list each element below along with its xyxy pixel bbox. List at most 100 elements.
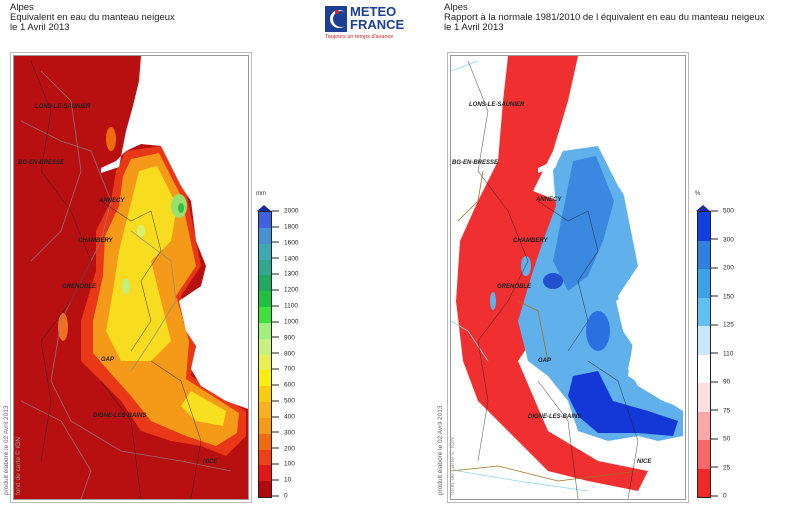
legend-tick-label: 100 <box>272 461 295 468</box>
legend-tick-label: 10 <box>272 477 291 484</box>
production-credit: produit élaboré le 02 Avril 2013 <box>437 405 444 496</box>
right-map-title: Alpes Rapport à la normale 1981/2010 de … <box>444 3 765 33</box>
legend-swatch <box>698 212 710 241</box>
city-label: BG-EN-BRESSE <box>452 160 499 166</box>
legend-tick-label: 500 <box>272 398 295 405</box>
legend-tick-label: 900 <box>272 334 295 341</box>
legend-colorbar <box>258 211 272 498</box>
legend-swatch <box>698 269 710 298</box>
swe-map-canvas <box>14 56 248 499</box>
variable-label: Rapport à la normale 1981/2010 de l équi… <box>444 12 765 23</box>
legend-swatch <box>259 417 271 434</box>
date-label: le 1 Avril 2013 <box>10 22 70 33</box>
legend-swatch <box>259 433 271 450</box>
basemap-credit: fond de carte © IGN <box>449 437 456 495</box>
city-label: DIGNE-LES-BAINS <box>93 413 147 419</box>
legend-tick-label: 0 <box>272 493 288 500</box>
region-label: Alpes <box>444 2 468 13</box>
legend-swatch <box>259 386 271 403</box>
city-label: GAP <box>538 358 552 364</box>
city-label: NICE <box>203 459 218 465</box>
logo-globe-icon <box>325 6 347 32</box>
anomaly-legend: % 0 25 50 75 90 110 125 150 200 300 500 <box>695 191 755 500</box>
legend-tick-label: 150 <box>711 293 734 300</box>
city-label: DIGNE-LES-BAINS <box>528 414 582 420</box>
region-label: Alpes <box>10 2 34 13</box>
legend-tick-label: 1300 <box>272 271 298 278</box>
legend-swatch <box>259 307 271 323</box>
legend-swatch <box>259 322 271 339</box>
legend-swatch <box>698 468 710 497</box>
legend-swatch <box>698 297 710 326</box>
legend-tick-label: 800 <box>272 350 295 357</box>
legend-tick-label: 125 <box>711 322 734 329</box>
legend-swatch <box>698 383 710 412</box>
anomaly-map-canvas <box>451 56 685 499</box>
legend-tick-label: 90 <box>711 379 730 386</box>
legend-swatch <box>259 275 271 292</box>
legend-tick-label: 600 <box>272 382 295 389</box>
city-label: ANNECY <box>99 198 125 204</box>
legend-swatch <box>259 291 271 308</box>
left-map-title: Alpes Equivalent en eau du manteau neige… <box>10 3 175 33</box>
legend-tick-label: 1000 <box>272 318 298 325</box>
city-label: ANNECY <box>536 197 562 203</box>
legend-swatch <box>259 370 271 387</box>
legend-swatch <box>698 440 710 469</box>
legend-tick-label: 700 <box>272 366 295 373</box>
legend-swatch <box>259 212 271 228</box>
city-label: LONS-LE-SAUNIER <box>469 102 525 108</box>
legend-tick-label: 110 <box>711 350 733 357</box>
legend-unit: mm <box>256 191 266 197</box>
legend-tick-label: 50 <box>711 436 730 443</box>
legend-swatch <box>259 259 271 276</box>
legend-tick-label: 500 <box>711 208 734 215</box>
logo-text: FRANCE <box>350 17 405 32</box>
legend-swatch <box>698 411 710 440</box>
legend-tick-label: 200 <box>272 445 295 452</box>
production-credit: produit élaboré le 02 Avril 2013 <box>3 405 10 496</box>
logo-tagline: Toujours un temps d'avance <box>325 34 394 40</box>
legend-unit: % <box>695 191 701 197</box>
legend-swatch <box>698 326 710 355</box>
legend-tick-label: 1800 <box>272 223 298 230</box>
meteo-france-logo: METEO FRANCE Toujours un temps d'avance <box>325 5 410 43</box>
legend-overflow-arrow <box>696 205 710 211</box>
legend-tick-label: 400 <box>272 413 295 420</box>
legend-swatch <box>259 481 271 497</box>
city-label: GAP <box>101 357 115 363</box>
legend-tick-label: 2000 <box>272 208 298 215</box>
city-label: BG-EN-BRESSE <box>18 160 65 166</box>
legend-tick-label: 25 <box>711 464 730 471</box>
legend-swatch <box>259 402 271 418</box>
legend-swatch <box>259 354 271 371</box>
legend-tick-label: 1100 <box>272 303 298 310</box>
swe-map <box>10 52 252 503</box>
legend-swatch <box>259 465 271 482</box>
city-label: GRENOBLE <box>497 284 532 290</box>
legend-tick-label: 1200 <box>272 287 298 294</box>
legend-tick-label: 1400 <box>272 255 298 262</box>
legend-swatch <box>259 243 271 260</box>
legend-tick-label: 75 <box>711 407 730 414</box>
legend-swatch <box>259 227 271 244</box>
swe-legend: mm 0 10 100 200 300 400 500 600 700 800 900 1000 110… <box>256 191 316 500</box>
legend-swatch <box>259 338 271 355</box>
legend-tick-label: 200 <box>711 265 734 272</box>
legend-overflow-arrow <box>257 205 271 211</box>
city-label: LONS-LE-SAUNIER <box>35 104 91 110</box>
legend-colorbar <box>697 211 711 498</box>
date-label: le 1 Avril 2013 <box>444 22 504 33</box>
legend-swatch <box>698 354 710 383</box>
city-label: GRENOBLE <box>62 284 97 290</box>
legend-swatch <box>259 449 271 466</box>
legend-tick-label: 300 <box>711 236 734 243</box>
legend-tick-label: 300 <box>272 429 295 436</box>
city-label: CHAMBERY <box>513 238 548 244</box>
logo-text: METEO <box>350 4 397 19</box>
city-label: NICE <box>637 459 652 465</box>
legend-tick-label: 1600 <box>272 239 298 246</box>
variable-label: Equivalent en eau du manteau neigeux <box>10 12 175 23</box>
legend-tick-label: 0 <box>711 493 727 500</box>
legend-swatch <box>698 240 710 269</box>
